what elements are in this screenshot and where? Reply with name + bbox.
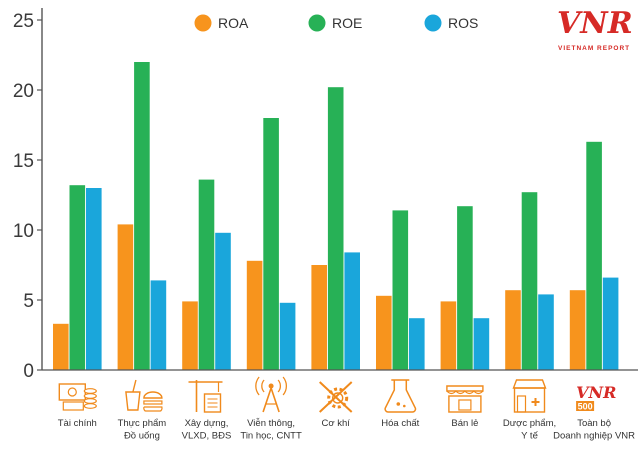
bar-ros [602,277,619,370]
telecom-tower-icon [255,376,287,413]
bar-roe [198,179,215,370]
bar-roa [246,260,263,370]
gear-tools-icon [319,381,353,413]
bar-ros [473,318,490,370]
category-label: Hóa chất [381,418,419,429]
category-label: Thực phẩm [118,418,167,429]
y-tick-label: 20 [13,81,34,102]
construction-icon [188,380,223,413]
bar-roe [586,141,602,370]
bar-roe [392,210,409,370]
bar-roe [521,192,538,370]
bar-roa [569,290,586,370]
bar-roa [311,265,327,370]
category-label: Tài chính [58,418,97,429]
bar-roa [117,224,134,370]
category-label: Cơ khí [321,418,350,429]
bar-roe [134,62,150,370]
money-icon [58,383,97,411]
y-tick-label: 0 [23,361,34,382]
category-label: Đồ uống [124,431,160,442]
bar-roa [182,301,198,370]
legend-marker-ros [424,14,442,32]
retail-store-icon [446,385,484,413]
bar-ros [279,302,296,370]
y-tick-label: 25 [13,11,34,32]
logo-text: VNR [557,6,633,41]
legend: ROA ROE ROS [194,14,478,32]
y-tick-label: 15 [13,151,34,172]
bar-ros [150,280,167,370]
bar-ros [538,294,554,370]
chemistry-flask-icon [384,379,417,413]
legend-label-ros: ROS [448,15,478,31]
bar-roe [457,206,473,370]
legend-marker-roe [308,14,326,32]
bar-roa [505,290,521,370]
bar-roa [440,301,457,370]
vnr-logo: VNR VIETNAM REPORT [557,6,633,52]
logo-subtitle: VIETNAM REPORT [558,45,630,52]
category-label: Dược phẩm, [503,418,556,429]
category-label: Doanh nghiệp VNR [553,431,635,442]
category-label: Tin học, CNTT [240,431,302,442]
legend-marker-roa [194,14,212,32]
category-label: Bán lẻ [451,418,478,429]
bar-roe [263,118,279,370]
category-label: Y tế [521,431,538,442]
category-label: Toàn bộ [577,418,611,429]
bar-ros [344,252,360,370]
category-label: Viễn thông, [247,418,295,429]
y-axis: 0 5 10 15 20 25 [13,8,43,382]
bar-roa [53,323,69,370]
pharmacy-icon [512,379,547,413]
svg-text:500: 500 [578,402,593,412]
bars [53,62,619,370]
bar-roe [327,87,344,370]
legend-label-roa: ROA [218,15,249,31]
legend-label-roe: ROE [332,15,362,31]
category-label: VLXD, BĐS [182,431,232,442]
bar-ros [409,318,425,370]
bar-roe [69,185,86,370]
bar-ros [86,188,102,370]
category-label: Xây dựng, [185,418,229,429]
bar-roa [376,295,392,370]
food-drink-icon [125,379,163,412]
y-tick-label: 10 [13,221,34,242]
category-labels: Tài chính Thực phẩm Đồ uống Xây dựng, VLXD, … [58,418,635,442]
y-tick-label: 5 [23,291,34,312]
bar-ros [215,232,231,370]
svg-text:VNR: VNR [576,383,616,402]
